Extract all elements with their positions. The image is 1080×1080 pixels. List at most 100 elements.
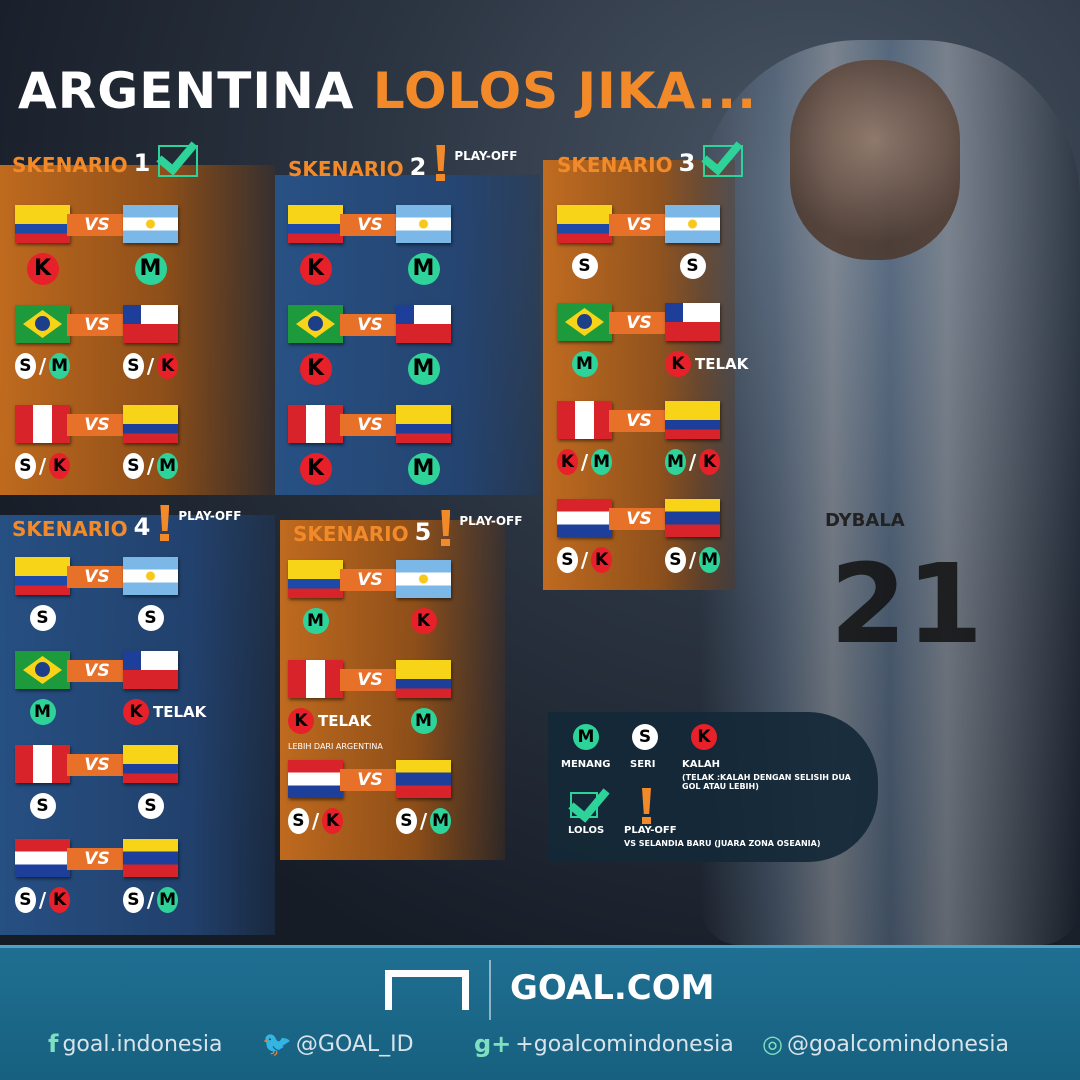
playoff-label: PLAY-OFF <box>459 514 523 528</box>
flag-argentina-icon <box>665 205 720 243</box>
result-K-icon: K <box>322 808 343 834</box>
home-result: S / K <box>15 887 70 913</box>
result-S-icon: S <box>557 547 578 573</box>
result-S-icon: S <box>288 808 309 834</box>
flag-brazil-icon <box>288 305 343 343</box>
result-M-icon: M <box>29 699 56 725</box>
scenario-number: 2 <box>409 153 427 181</box>
social-handle[interactable]: @goalcomindonesia <box>786 1031 1009 1057</box>
divider <box>489 960 491 1020</box>
slash: / <box>688 548 697 572</box>
away-note: TELAK <box>695 355 749 373</box>
twitter-icon: 🐦 <box>262 1030 292 1058</box>
result-S-icon: S <box>137 605 164 631</box>
match-row: VS K TELAK M LEBIH DARI ARGENTINA <box>288 660 468 751</box>
social-handle[interactable]: +goalcomindonesia <box>515 1031 734 1057</box>
flag-ecuador-icon <box>15 205 70 243</box>
flag-colombia-icon <box>665 401 720 439</box>
flag-paraguay-icon <box>557 499 612 537</box>
result-M-icon: M <box>134 253 167 285</box>
away-result: M <box>396 453 451 485</box>
home-result: M <box>557 351 612 377</box>
page-title: ARGENTINA LOLOS JIKA... <box>18 62 757 120</box>
home-result: S <box>15 605 70 631</box>
scenario-label: SKENARIO <box>12 153 128 177</box>
match-row: VS M K TELAK <box>15 651 206 741</box>
result-M-icon: M <box>49 353 70 379</box>
goal-logo-icon <box>385 970 469 1010</box>
result-M-icon: M <box>665 449 686 475</box>
result-M-icon: M <box>407 353 440 385</box>
flag-ecuador-icon <box>557 205 612 243</box>
match-row: VS S / K S / M <box>15 405 195 495</box>
flag-ecuador-icon <box>288 205 343 243</box>
facebook-icon: f <box>48 1030 59 1058</box>
result-K-icon: K <box>410 608 437 634</box>
brand-name[interactable]: GOAL.COM <box>510 968 715 1008</box>
home-result: K <box>288 253 343 285</box>
vs-label: VS <box>67 566 127 588</box>
social-link[interactable]: g+ +goalcomindonesia <box>474 1030 734 1058</box>
result-M-icon: M <box>410 708 437 734</box>
flag-venezuela-icon <box>123 839 178 877</box>
legend-playoff-note: VS SELANDIA BARU (JUARA ZONA OSEANIA) <box>624 839 821 848</box>
result-S-icon: S <box>137 793 164 819</box>
home-result: S / K <box>15 453 70 479</box>
vs-label: VS <box>67 414 127 436</box>
match-row: VS K M <box>288 405 468 495</box>
result-M-icon: M <box>407 453 440 485</box>
result-M-icon: M <box>430 808 451 834</box>
social-handle[interactable]: @GOAL_ID <box>295 1031 414 1057</box>
vs-label: VS <box>67 660 127 682</box>
flag-chile-icon <box>396 305 451 343</box>
scenario-4-header: SKENARIO 4 PLAY-OFF <box>12 505 241 541</box>
flag-peru-icon <box>15 745 70 783</box>
result-K-icon: K <box>157 353 178 379</box>
social-link[interactable]: 🐦 @GOAL_ID <box>262 1030 414 1058</box>
flag-paraguay-icon <box>15 839 70 877</box>
result-K-icon: K <box>699 449 720 475</box>
playoff-label: PLAY-OFF <box>178 509 242 523</box>
flag-peru-icon <box>557 401 612 439</box>
legend-playoff-label: PLAY-OFF <box>624 825 677 836</box>
vs-label: VS <box>340 414 400 436</box>
legend-loss-icon: K <box>691 724 717 750</box>
home-subnote: LEBIH DARI ARGENTINA <box>288 742 383 751</box>
home-result: S / K <box>557 547 612 573</box>
match-row: VS K / M M / K <box>557 401 737 491</box>
vs-label: VS <box>609 214 669 236</box>
social-link[interactable]: ◎ @goalcomindonesia <box>762 1030 1009 1058</box>
vs-label: VS <box>67 848 127 870</box>
home-result: S <box>557 253 612 279</box>
social-link[interactable]: f goal.indonesia <box>48 1030 222 1058</box>
exclamation-icon <box>434 145 446 181</box>
match-row: VS S S <box>557 205 737 295</box>
home-result: M <box>288 608 343 634</box>
away-result: S / M <box>396 808 451 834</box>
home-result: K / M <box>557 449 612 475</box>
away-result: S / M <box>665 547 720 573</box>
title-part-2: LOLOS JIKA... <box>372 62 758 120</box>
flag-brazil-icon <box>15 305 70 343</box>
away-result: M <box>396 253 451 285</box>
legend-qualify-label: LOLOS <box>568 825 605 836</box>
result-K-icon: K <box>665 351 691 377</box>
result-K-icon: K <box>26 253 59 285</box>
flag-paraguay-icon <box>288 760 343 798</box>
match-row: VS M K <box>288 560 468 650</box>
legend-win-icon: M <box>573 724 599 750</box>
result-M-icon: M <box>157 887 178 913</box>
away-result: K TELAK <box>665 351 748 377</box>
jersey-number: 21 <box>830 540 984 668</box>
flag-ecuador-icon <box>15 557 70 595</box>
legend-check-icon <box>570 792 598 818</box>
match-row: VS S S <box>15 557 195 647</box>
vs-label: VS <box>340 314 400 336</box>
result-M-icon: M <box>407 253 440 285</box>
home-result: S <box>15 793 70 819</box>
vs-label: VS <box>609 410 669 432</box>
match-row: VS K M <box>288 205 468 295</box>
social-handle[interactable]: goal.indonesia <box>62 1031 223 1057</box>
result-K-icon: K <box>299 453 332 485</box>
slash: / <box>419 809 428 833</box>
